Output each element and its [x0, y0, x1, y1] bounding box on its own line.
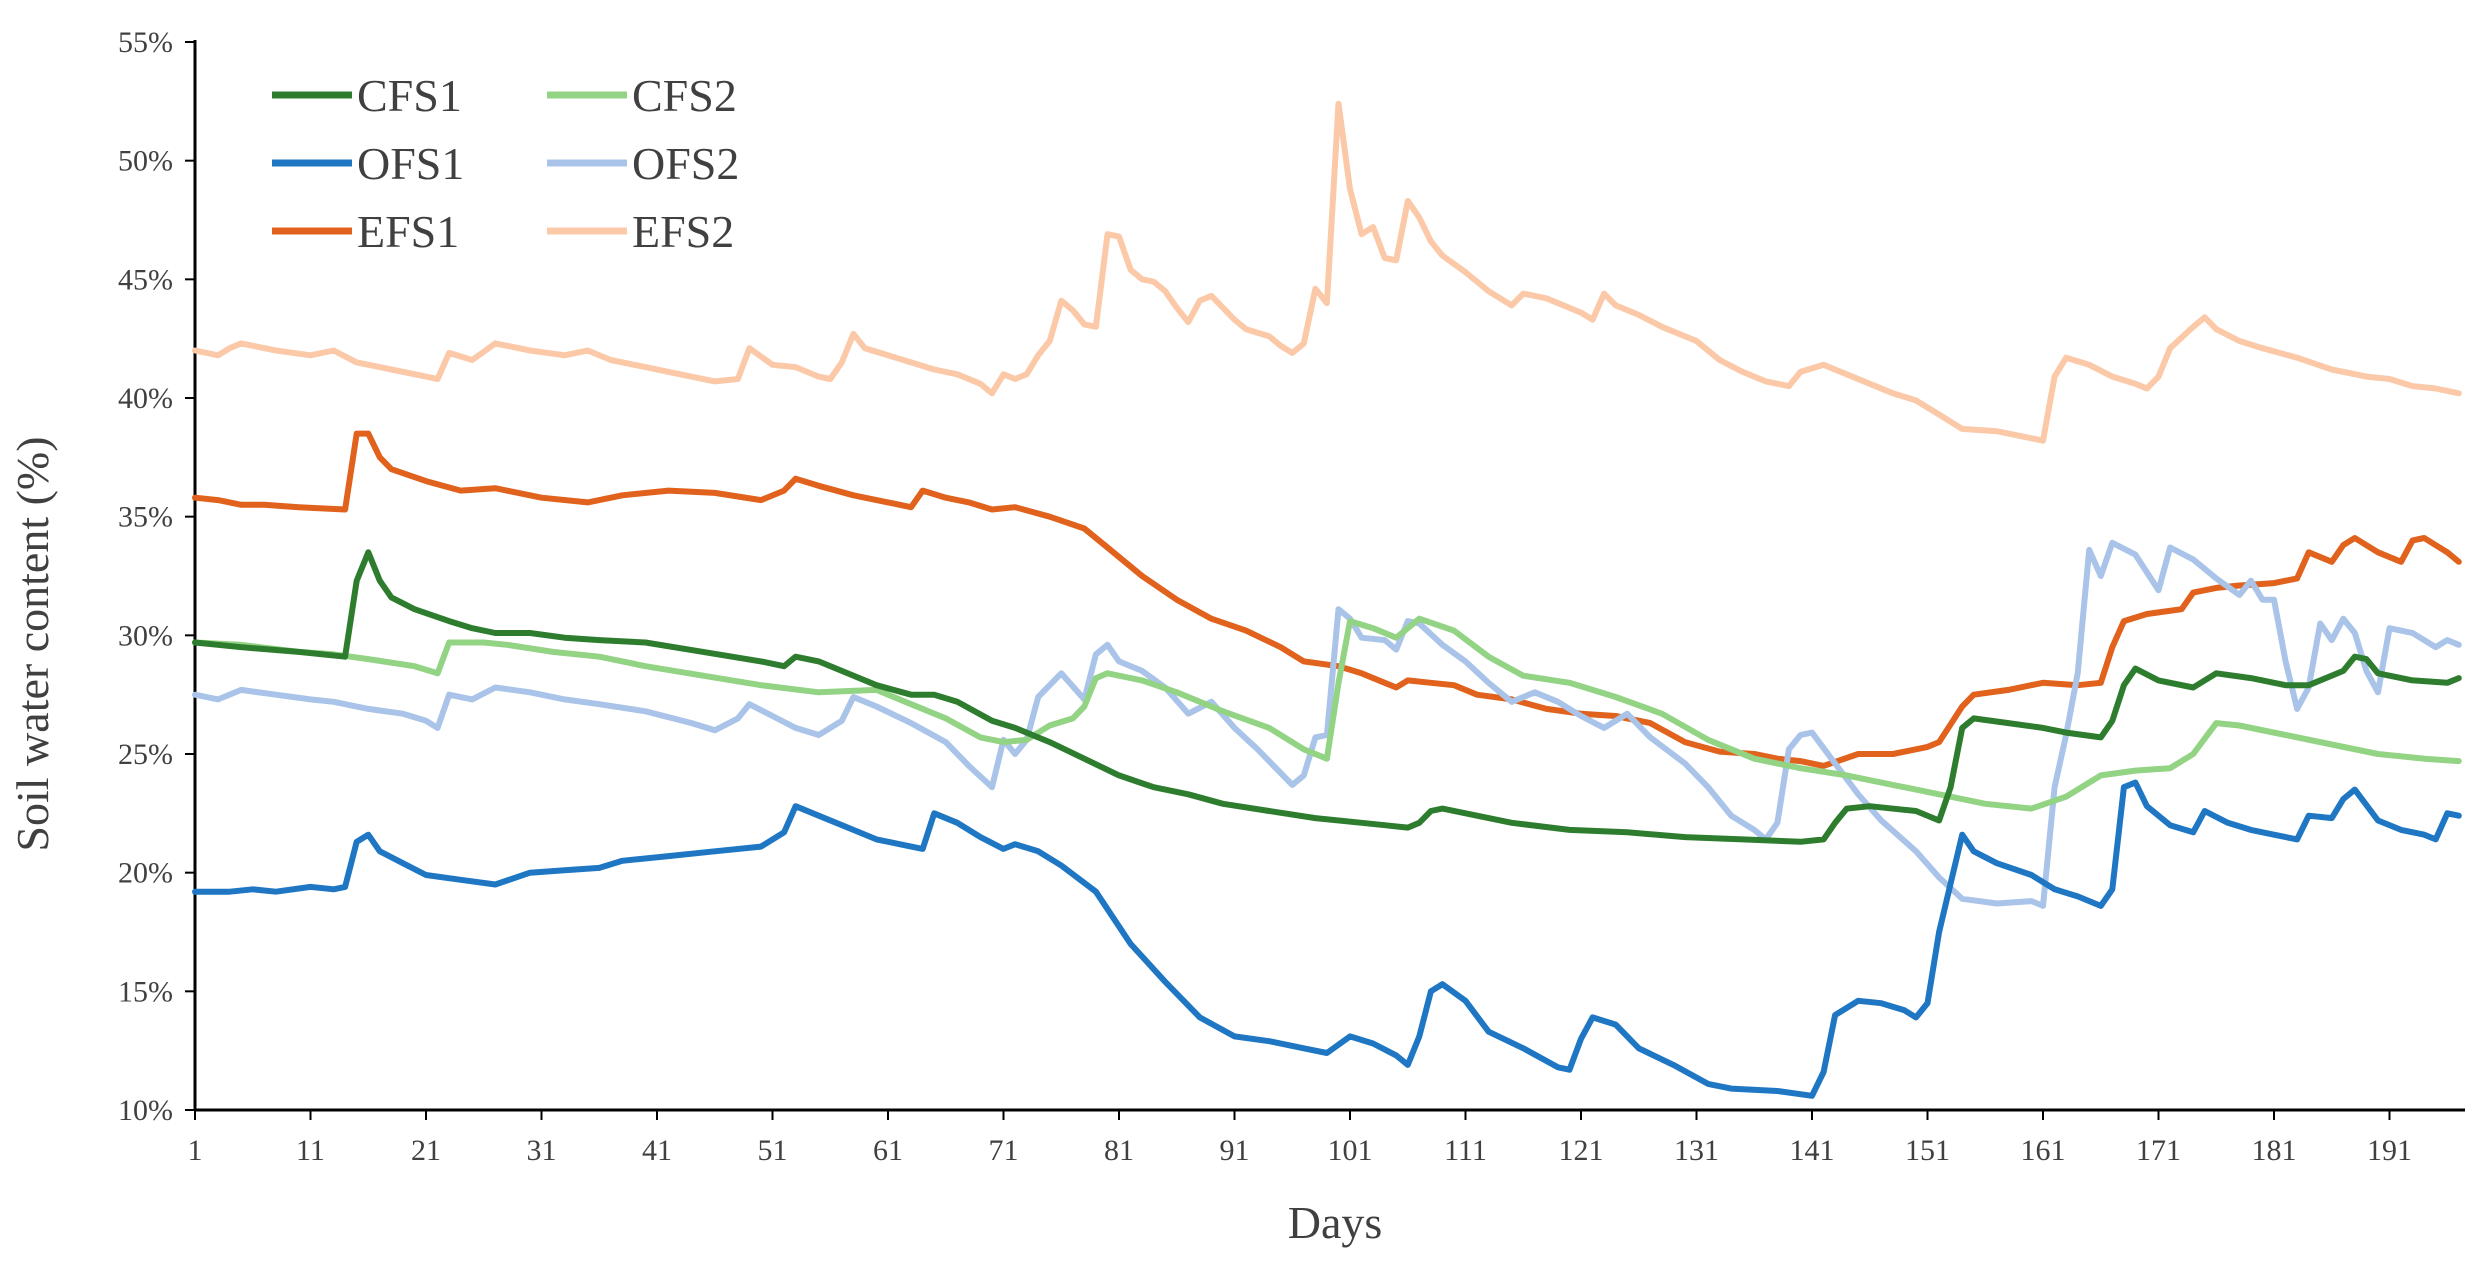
y-tick-label: 15% [118, 975, 173, 1008]
y-tick-label: 55% [118, 26, 173, 59]
series-layer [192, 100, 2462, 1099]
y-tick-label: 45% [118, 263, 173, 296]
x-tick-label: 31 [527, 1134, 557, 1167]
x-tick-label: 141 [1790, 1134, 1835, 1167]
y-tick-label: 20% [118, 857, 173, 890]
x-tick-label: 171 [2136, 1134, 2181, 1167]
series-line-ofs2 [192, 539, 2462, 909]
legend-label-efs2: EFS2 [632, 206, 734, 257]
x-tick-label: 61 [873, 1134, 903, 1167]
series-line-efs2 [192, 100, 2462, 444]
y-axis-title: Soil water content (%) [7, 436, 58, 851]
y-tick-label: 50% [118, 145, 173, 178]
x-tick-label: 111 [1444, 1134, 1487, 1167]
x-tick-label: 121 [1559, 1134, 1604, 1167]
x-tick-label: 191 [2367, 1134, 2412, 1167]
legend-label-ofs2: OFS2 [632, 138, 739, 189]
series-line-efs1 [192, 430, 2462, 769]
x-tick-label: 161 [2021, 1134, 2066, 1167]
x-tick-label: 181 [2252, 1134, 2297, 1167]
x-tick-label: 11 [296, 1134, 325, 1167]
legend-label-ofs1: OFS1 [357, 138, 464, 189]
y-tick-label: 40% [118, 382, 173, 415]
series-line-cfs2 [192, 615, 2462, 812]
x-tick-label: 101 [1328, 1134, 1373, 1167]
x-tick-label: 131 [1674, 1134, 1719, 1167]
y-tick-label: 25% [118, 738, 173, 771]
legend-label-cfs2: CFS2 [632, 70, 737, 121]
y-tick-label: 35% [118, 501, 173, 534]
axes-layer: 10%15%20%25%30%35%40%45%50%55%1 11 21 31 41 5… [118, 26, 2465, 1167]
x-tick-label: 71 [989, 1134, 1019, 1167]
series-line-cfs1 [192, 549, 2462, 845]
legend-label-cfs1: CFS1 [357, 70, 462, 121]
x-tick-label: 51 [758, 1134, 788, 1167]
x-axis-title: Days [1288, 1197, 1383, 1248]
legend: CFS1 CFS2 OFS1 OFS2 EFS1 EFS2 [272, 70, 739, 257]
series-line-ofs1 [192, 779, 2462, 1099]
x-tick-label: 41 [642, 1134, 672, 1167]
y-tick-label: 30% [118, 619, 173, 652]
x-tick-label: 91 [1220, 1134, 1250, 1167]
legend-label-efs1: EFS1 [357, 206, 459, 257]
x-tick-label: 1 [188, 1134, 203, 1167]
x-tick-label: 81 [1104, 1134, 1134, 1167]
y-tick-label: 10% [118, 1094, 173, 1127]
x-tick-label: 21 [411, 1134, 441, 1167]
x-tick-label: 151 [1905, 1134, 1950, 1167]
